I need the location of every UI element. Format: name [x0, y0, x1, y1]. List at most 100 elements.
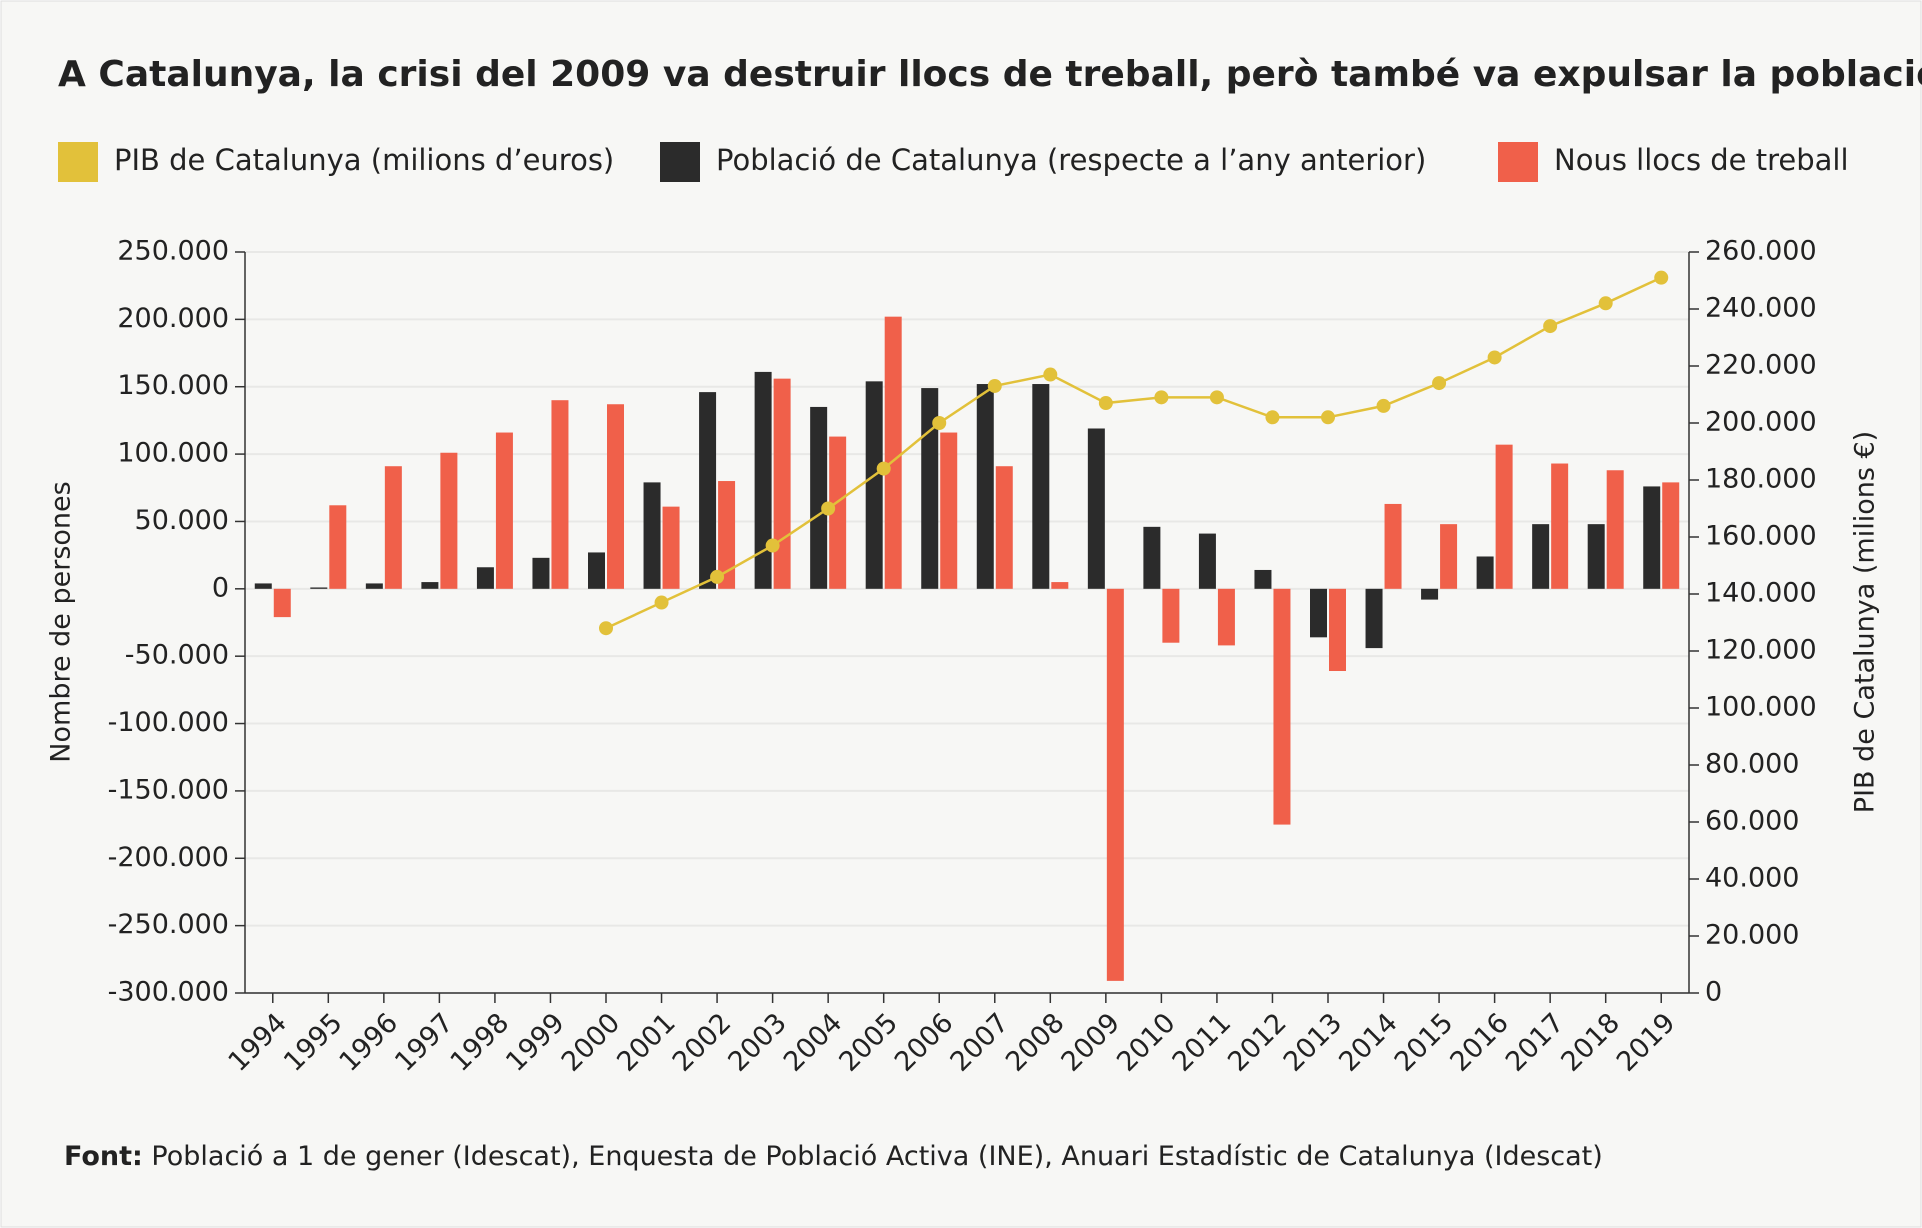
bar: [884, 316, 902, 589]
point: [1043, 367, 1058, 382]
chart-title: A Catalunya, la crisi del 2009 va destru…: [58, 54, 1922, 95]
legend-label: PIB de Catalunya (milions d’euros): [114, 143, 614, 177]
bar: [1384, 503, 1402, 589]
point: [1321, 410, 1335, 425]
bar: [1551, 463, 1569, 589]
point: [987, 378, 1002, 393]
point: [932, 416, 947, 430]
y2-tick-label: 100.000: [1705, 692, 1817, 723]
y2-tick-label: 140.000: [1705, 578, 1817, 609]
point: [1543, 319, 1558, 334]
bar: [1143, 526, 1161, 589]
point: [1487, 350, 1502, 365]
bar: [329, 505, 347, 589]
y2-axis-title: PIB de Catalunya (milions €): [1850, 431, 1881, 813]
y2-tick-label: 20.000: [1705, 920, 1799, 951]
bar: [254, 583, 272, 589]
bar: [532, 557, 550, 589]
bar: [476, 567, 494, 589]
bar: [365, 583, 383, 589]
bar: [440, 452, 458, 589]
bar: [1051, 582, 1069, 589]
bar: [718, 481, 736, 589]
source: Font: Població a 1 de gener (Idescat), E…: [64, 1141, 1603, 1172]
bar: [921, 388, 939, 589]
bar: [643, 482, 661, 589]
bar: [995, 466, 1013, 589]
bar: [1032, 384, 1050, 589]
y-tick-label: 250.000: [117, 236, 229, 267]
point: [1376, 398, 1391, 413]
bar: [1329, 588, 1346, 672]
legend-swatch: [58, 142, 98, 182]
point: [1598, 296, 1613, 311]
point: [654, 595, 669, 610]
y-tick-label: 150.000: [117, 370, 229, 401]
y-tick-label: 0: [212, 572, 229, 603]
bar: [865, 381, 883, 589]
point: [1432, 376, 1447, 391]
y2-tick-label: 180.000: [1705, 464, 1817, 495]
y2-tick-label: 120.000: [1705, 635, 1817, 666]
point: [710, 569, 725, 584]
bar: [588, 552, 605, 589]
point: [1154, 390, 1169, 405]
y2-tick-label: 240.000: [1705, 293, 1817, 324]
point: [1265, 410, 1280, 425]
point: [1098, 396, 1113, 411]
bar: [1365, 588, 1383, 649]
point: [1209, 390, 1224, 405]
bar: [551, 400, 569, 589]
bar: [1310, 588, 1327, 638]
point: [599, 621, 613, 636]
y-tick-label: -300.000: [108, 977, 229, 1008]
y-tick-label: -50.000: [125, 640, 229, 671]
bar: [699, 392, 717, 589]
y-tick-label: 100.000: [117, 438, 229, 469]
bar: [1198, 533, 1216, 589]
bar: [1106, 588, 1124, 981]
legend-label: Nous llocs de treball: [1554, 143, 1849, 177]
y-tick-label: -250.000: [108, 909, 229, 940]
point: [1654, 270, 1669, 285]
bar: [1606, 470, 1624, 589]
bar: [1273, 588, 1291, 825]
bar: [773, 378, 791, 589]
y2-tick-label: 0: [1705, 977, 1722, 1008]
source-text: Població a 1 de gener (Idescat), Enquest…: [151, 1141, 1602, 1172]
bar: [1162, 588, 1180, 643]
bar: [1421, 588, 1439, 600]
bar: [1440, 524, 1458, 589]
point: [821, 501, 836, 516]
bar: [1087, 428, 1105, 589]
bar: [810, 406, 828, 589]
y-tick-label: 200.000: [117, 303, 229, 334]
point: [765, 538, 780, 553]
y-axis-title: Nombre de persones: [46, 481, 77, 762]
bar: [273, 588, 291, 618]
bar: [1217, 588, 1235, 646]
bar: [310, 587, 328, 589]
y-tick-label: 50.000: [135, 505, 229, 536]
bar: [662, 506, 680, 589]
bar: [1532, 524, 1550, 589]
y2-tick-label: 260.000: [1705, 236, 1817, 267]
y2-tick-label: 60.000: [1705, 806, 1799, 837]
bar: [829, 436, 847, 589]
y-tick-label: -200.000: [108, 842, 229, 873]
bar: [1643, 486, 1661, 589]
bar: [384, 466, 402, 589]
legend-swatch: [1498, 142, 1538, 182]
y-tick-label: -100.000: [108, 707, 229, 738]
bar: [1476, 556, 1494, 589]
bar: [1662, 482, 1680, 589]
bar: [421, 582, 439, 589]
point: [876, 461, 891, 476]
bar: [940, 432, 958, 589]
bar: [1495, 444, 1513, 589]
bar: [754, 371, 772, 589]
bar: [1587, 524, 1605, 589]
